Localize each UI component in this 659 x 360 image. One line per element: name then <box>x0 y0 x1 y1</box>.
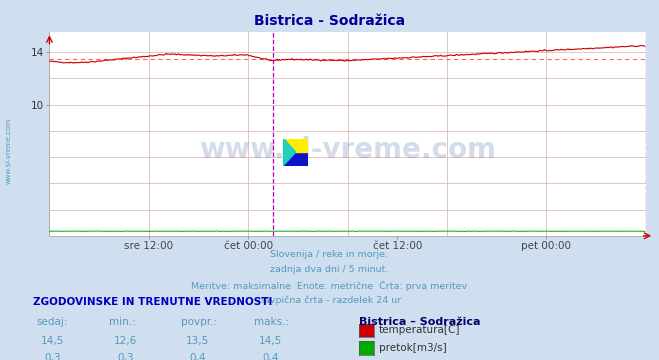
Text: 13,5: 13,5 <box>186 336 210 346</box>
Text: navpična črta - razdelek 24 ur: navpična črta - razdelek 24 ur <box>258 296 401 305</box>
Polygon shape <box>283 139 308 166</box>
Text: 14,5: 14,5 <box>258 336 282 346</box>
Text: www.si-vreme.com: www.si-vreme.com <box>199 136 496 165</box>
Text: 0,4: 0,4 <box>189 353 206 360</box>
Text: www.si-vreme.com: www.si-vreme.com <box>5 118 12 184</box>
Text: Meritve: maksimalne  Enote: metrične  Črta: prva meritev: Meritve: maksimalne Enote: metrične Črta… <box>191 280 468 291</box>
Text: Bistrica - Sodražica: Bistrica - Sodražica <box>254 14 405 28</box>
Text: min.:: min.: <box>109 317 136 327</box>
Text: maks.:: maks.: <box>254 317 289 327</box>
Text: pretok[m3/s]: pretok[m3/s] <box>379 343 447 353</box>
Polygon shape <box>283 139 296 166</box>
Text: Bistrica – Sodražica: Bistrica – Sodražica <box>359 317 480 327</box>
Text: 12,6: 12,6 <box>113 336 137 346</box>
Polygon shape <box>283 139 308 166</box>
Text: 0,4: 0,4 <box>262 353 279 360</box>
Text: temperatura[C]: temperatura[C] <box>379 325 461 336</box>
Text: sedaj:: sedaj: <box>36 317 68 327</box>
Text: Slovenija / reke in morje.: Slovenija / reke in morje. <box>270 250 389 259</box>
Text: zadnja dva dni / 5 minut.: zadnja dva dni / 5 minut. <box>270 265 389 274</box>
Text: ZGODOVINSKE IN TRENUTNE VREDNOSTI: ZGODOVINSKE IN TRENUTNE VREDNOSTI <box>33 297 272 307</box>
Polygon shape <box>296 139 308 152</box>
Text: povpr.:: povpr.: <box>181 317 217 327</box>
Text: 0,3: 0,3 <box>44 353 61 360</box>
Text: 14,5: 14,5 <box>41 336 65 346</box>
Text: 0,3: 0,3 <box>117 353 134 360</box>
